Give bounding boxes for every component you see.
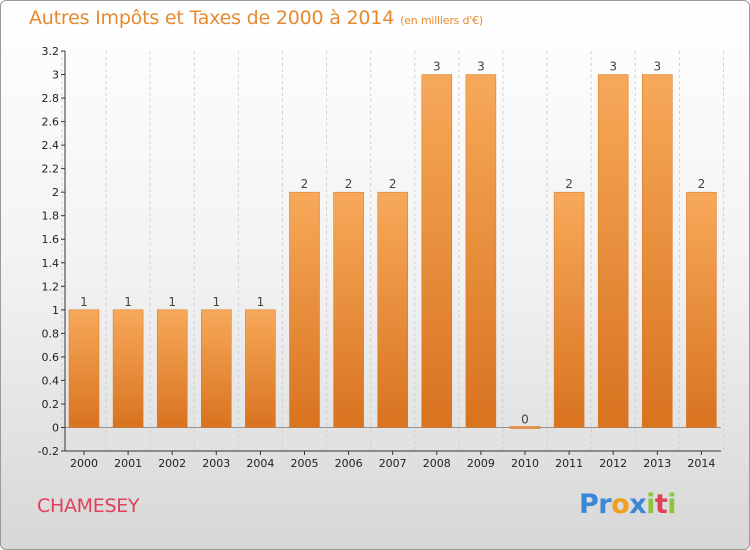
x-tick-label: 2007 (379, 457, 407, 470)
bar-2011[interactable] (553, 191, 585, 428)
data-label: 2 (345, 177, 353, 191)
data-labels: 1 1 1 1 1 2 2 2 3 3 0 2 3 3 2 (80, 60, 705, 427)
x-tick-label: 2006 (335, 457, 363, 470)
data-label: 2 (565, 177, 573, 191)
logo-letter: i (646, 489, 655, 520)
x-tick-label: 2010 (511, 457, 539, 470)
y-tick-label: 0.4 (42, 374, 60, 387)
bar-2001[interactable] (112, 309, 144, 428)
y-tick-label: 0.2 (42, 398, 60, 411)
x-axis-ticks: 2000 2001 2002 2003 2004 2005 2006 2007 2008 2009… (70, 451, 715, 470)
y-tick-label: 2.2 (42, 163, 60, 176)
x-tick-label: 2009 (467, 457, 495, 470)
bar-2005[interactable] (289, 191, 320, 428)
y-tick-label: 1.2 (42, 280, 60, 293)
chart-unit: (en milliers d'€) (400, 14, 483, 27)
y-tick-label: 2.8 (42, 92, 60, 105)
data-label: 2 (301, 177, 309, 191)
y-tick-label: 1.8 (42, 210, 60, 223)
bar-2004[interactable] (245, 309, 276, 428)
y-tick-label: 0 (52, 421, 59, 434)
bars (68, 74, 717, 429)
x-tick-label: 2012 (599, 457, 627, 470)
data-label: 0 (521, 412, 529, 426)
x-tick-label: 2004 (246, 457, 274, 470)
data-label: 3 (433, 60, 441, 74)
bar-2003[interactable] (201, 309, 232, 428)
x-tick-label: 2000 (70, 457, 98, 470)
data-label: 1 (124, 295, 132, 309)
bar-2006[interactable] (333, 191, 364, 428)
data-label: 3 (477, 60, 485, 74)
y-tick-label: 3.2 (42, 45, 60, 58)
data-label: 3 (609, 60, 617, 74)
y-tick-label: 2.6 (42, 116, 60, 129)
x-tick-label: 2001 (114, 457, 142, 470)
bar-2000[interactable] (68, 309, 100, 428)
y-tick-label: 0.6 (42, 351, 60, 364)
logo-letter: x (629, 489, 647, 520)
logo-letter: t (654, 489, 668, 520)
proxiti-logo[interactable]: Proxiti (579, 489, 677, 520)
x-tick-label: 2003 (202, 457, 230, 470)
y-tick-label: 3 (52, 69, 59, 82)
data-label: 2 (698, 177, 706, 191)
data-label: 1 (168, 295, 176, 309)
x-tick-label: 2008 (423, 457, 451, 470)
logo-letter: o (611, 489, 630, 520)
data-label: 1 (257, 295, 265, 309)
y-tick-label: -0.2 (38, 445, 59, 458)
data-label: 1 (80, 295, 88, 309)
bar-2012[interactable] (597, 74, 629, 428)
data-label: 1 (212, 295, 220, 309)
y-tick-label: 0.8 (42, 327, 60, 340)
y-tick-label: 2 (52, 186, 59, 199)
logo-letter: P (579, 489, 599, 520)
bar-2014[interactable] (686, 191, 717, 428)
y-tick-label: 1.6 (42, 233, 60, 246)
x-tick-label: 2011 (555, 457, 583, 470)
data-label: 3 (653, 60, 661, 74)
chart-title: Autres Impôts et Taxes de 2000 à 2014 (en… (29, 7, 483, 29)
chart-title-text: Autres Impôts et Taxes de 2000 à 2014 (29, 7, 395, 29)
y-tick-label: 1.4 (42, 257, 60, 270)
x-tick-label: 2013 (643, 457, 671, 470)
x-tick-label: 2005 (291, 457, 319, 470)
commune-name: CHAMESEY (37, 495, 140, 517)
y-axis-ticks: -0.2 0 0.2 0.4 0.6 0.8 1 1.2 1.4 1.6 1.8 2 2.2 2.4 2.6… (38, 45, 65, 458)
bar-2002[interactable] (156, 309, 188, 428)
x-tick-label: 2002 (158, 457, 186, 470)
bar-2007[interactable] (377, 191, 408, 428)
bar-2009[interactable] (465, 74, 497, 428)
y-tick-label: 1 (52, 304, 59, 317)
data-label: 2 (389, 177, 397, 191)
bar-2010[interactable] (509, 426, 541, 429)
grid-lines (61, 51, 724, 451)
bar-2013[interactable] (642, 74, 673, 428)
x-tick-label: 2014 (687, 457, 715, 470)
y-tick-label: 2.4 (42, 139, 60, 152)
bar-2008[interactable] (421, 74, 453, 428)
logo-letter: i (667, 489, 677, 520)
logo-letter: r (598, 489, 612, 520)
